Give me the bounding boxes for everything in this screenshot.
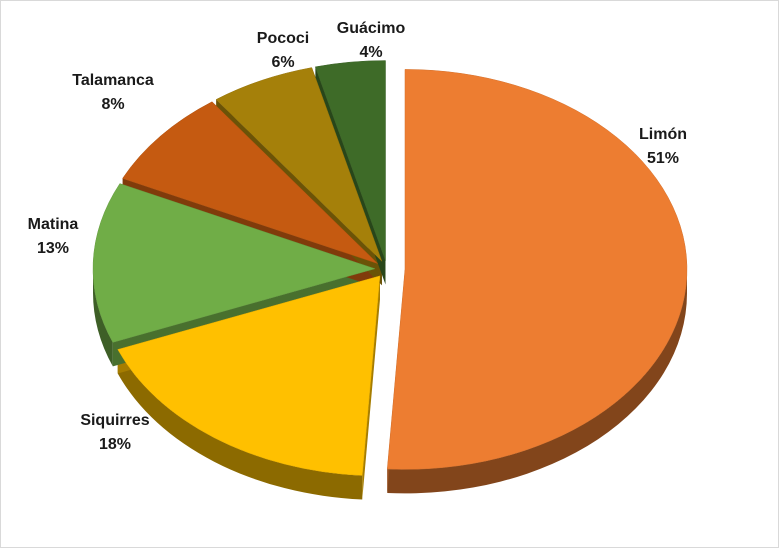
pie-slice-matina	[92, 183, 376, 343]
pie-slice-limon-percent-label: 51%	[647, 150, 679, 167]
pie-slice-siquirres-side	[117, 349, 363, 500]
pie-tops	[92, 60, 688, 476]
pie-slice-limon-category-label: Limón	[639, 126, 687, 143]
pie-slice-siquirres	[117, 275, 381, 476]
pie-slice-guacimo	[315, 60, 386, 261]
pie-slice-limon-side	[387, 269, 687, 494]
pie-slice-pococi-percent-label: 6%	[271, 54, 294, 71]
pie-slice-siquirres-percent-label: 18%	[99, 436, 131, 453]
pie-slice-limon	[387, 69, 688, 470]
pie-slice-guacimo-percent-label: 4%	[359, 44, 382, 61]
pie-slice-guacimo-category-label: Guácimo	[337, 20, 406, 37]
pie-slice-pococi	[215, 67, 383, 262]
pie-slice-talamanca	[122, 101, 378, 264]
pie-slice-talamanca-percent-label: 8%	[101, 96, 124, 113]
pie-slice-matina-category-label: Matina	[28, 216, 79, 233]
pie-slice-pococi-category-label: Pococi	[257, 30, 309, 47]
pie-labels: Limón 51% Siquirres 18% Matina 13% Talamanca 8%…	[28, 20, 687, 453]
pie-slice-siquirres-cut-0	[362, 275, 380, 500]
pie-slice-talamanca-category-label: Talamanca	[72, 72, 154, 89]
pie-slice-matina-side	[93, 268, 113, 367]
pie-slice-siquirres-category-label: Siquirres	[80, 412, 149, 429]
pie-slice-matina-percent-label: 13%	[37, 240, 69, 257]
